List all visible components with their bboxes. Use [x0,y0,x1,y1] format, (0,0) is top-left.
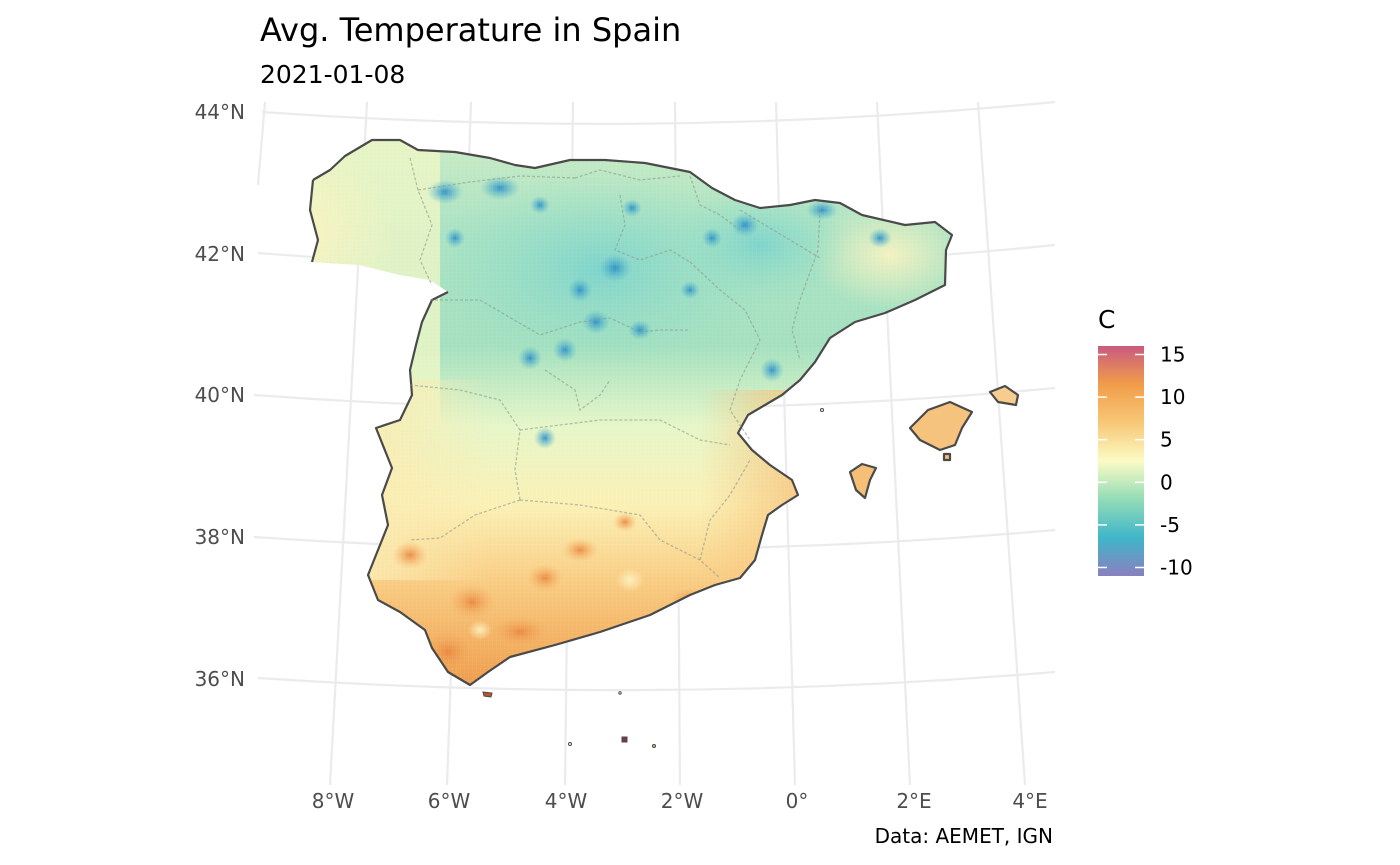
region-boundaries [409,157,821,579]
lat-tick-label: 42°N [195,242,245,266]
legend-tick-label: -10 [1160,555,1193,579]
legend-ticks [1098,353,1144,569]
legend-tick-label: 15 [1160,343,1185,367]
longitude-axis-labels: 8°W 6°W 4°W 2°W 0° 2°E 4°E [312,789,1048,813]
legend-tick-label: -5 [1160,513,1180,537]
lon-tick-label: 6°W [428,789,471,813]
lat-tick-label: 38°N [195,525,245,549]
latitude-axis-labels: 44°N 42°N 40°N 38°N 36°N [195,100,245,691]
legend-labels: 15 10 5 0 -5 -10 [1160,343,1193,580]
legend-tick-label: 5 [1160,428,1173,452]
lat-tick-label: 36°N [195,667,245,691]
lon-tick-label: 4°W [545,789,588,813]
lon-tick-label: 8°W [312,789,355,813]
lon-tick-label: 4°E [1012,789,1047,813]
legend-colorbar [1098,346,1144,576]
mainland-spain [308,138,954,687]
lat-tick-label: 44°N [195,100,245,124]
legend-tick-label: 10 [1160,385,1185,409]
map-caption: Data: AEMET, IGN [875,824,1053,848]
legend-title: C [1098,305,1115,334]
lon-tick-label: 0° [786,789,809,813]
temperature-legend: C 15 10 5 0 -5 -10 [1098,305,1193,579]
balearic-islands [820,384,1020,500]
map-subtitle: 2021-01-08 [260,60,405,89]
legend-tick-label: 0 [1160,470,1173,494]
lat-tick-label: 40°N [195,383,245,407]
lon-tick-label: 2°W [661,789,704,813]
lon-tick-label: 2°E [896,789,931,813]
north-africa-territories [482,691,656,748]
map-title: Avg. Temperature in Spain [260,11,681,49]
